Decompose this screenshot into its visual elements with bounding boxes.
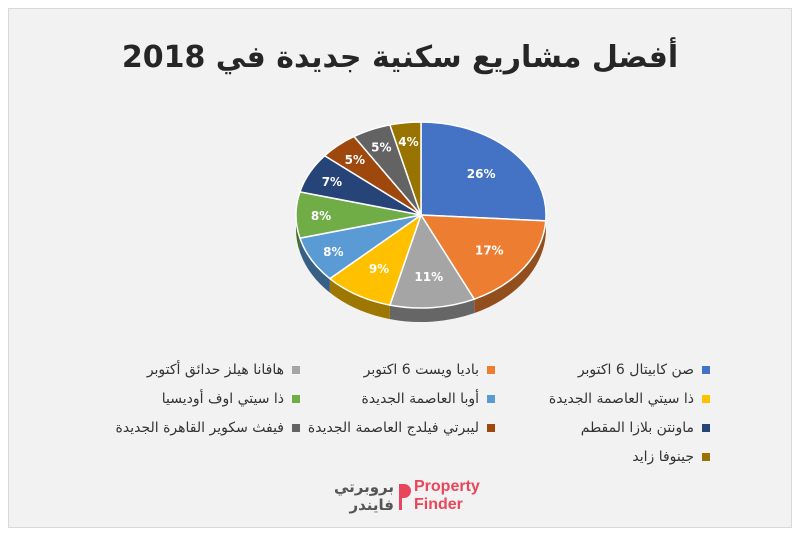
legend-item-5: ذا سيتي اوف أوديسيا <box>162 391 300 407</box>
brand-english-line2: Finder <box>414 496 463 513</box>
data-label-7: 5% <box>345 153 365 167</box>
property-finder-icon <box>399 484 411 510</box>
data-label-9: 4% <box>398 135 418 149</box>
legend-item-8: فيفث سكوير القاهرة الجديدة <box>116 420 300 436</box>
data-label-4: 8% <box>323 245 343 259</box>
brand-english-line1: Property <box>414 478 480 495</box>
legend-label: ماونتن بلازا المقطم <box>580 420 694 436</box>
legend-label: صن كابيتال 6 اكتوبر <box>577 362 694 378</box>
chart-title: أفضل مشاريع سكنية جديدة في 2018 <box>121 40 679 75</box>
pie-slice-2 <box>389 214 475 309</box>
pie-slice-0 <box>420 121 547 222</box>
brand-arabic-line1: بروبرتي <box>333 478 394 496</box>
legend-item-0: صن كابيتال 6 اكتوبر <box>578 362 710 378</box>
data-label-1: 17% <box>475 244 504 258</box>
legend-label: ذا سيتي اوف أوديسيا <box>161 391 284 407</box>
legend-swatch <box>292 395 300 403</box>
legend-label: باديا ويست 6 اكتوبر <box>363 362 479 378</box>
pie-slice-1 <box>420 214 547 300</box>
legend-label: ذا سيتي العاصمة الجديدة <box>548 391 694 407</box>
data-label-2: 11% <box>414 270 443 284</box>
legend-label: جينوفا زايد <box>632 449 694 465</box>
legend-swatch <box>702 453 710 461</box>
pie-slice-side-2 <box>389 299 475 322</box>
data-label-6: 7% <box>322 175 342 189</box>
legend-item-1: باديا ويست 6 اكتوبر <box>364 362 495 378</box>
legend-swatch <box>487 366 495 374</box>
legend-label: هافانا هيلز حدائق أكتوبر <box>146 362 284 378</box>
legend-swatch <box>487 424 495 432</box>
data-label-3: 9% <box>369 262 389 276</box>
legend-swatch <box>702 366 710 374</box>
brand-english: Property Finder <box>414 478 480 514</box>
legend-item-3: ذا سيتي العاصمة الجديدة <box>549 391 710 407</box>
property-finder-logo: بروبرتي فايندر Property Finder <box>322 478 482 520</box>
brand-arabic: بروبرتي فايندر <box>322 478 394 514</box>
legend-label: فيفث سكوير القاهرة الجديدة <box>115 420 284 436</box>
legend-swatch <box>702 395 710 403</box>
legend-swatch <box>292 366 300 374</box>
legend-item-9: جينوفا زايد <box>632 449 710 465</box>
legend-swatch <box>702 424 710 432</box>
data-label-0: 26% <box>467 167 496 181</box>
legend-item-6: ماونتن بلازا المقطم <box>581 420 710 436</box>
legend-item-4: أوبا العاصمة الجديدة <box>361 391 495 407</box>
legend-label: أوبا العاصمة الجديدة <box>361 391 480 407</box>
pie-slice-9 <box>389 121 422 216</box>
legend-swatch <box>487 395 495 403</box>
brand-arabic-line2: فايندر <box>349 496 394 514</box>
legend-item-2: هافانا هيلز حدائق أكتوبر <box>147 362 300 378</box>
pie-slice-side-3 <box>329 278 390 320</box>
legend-swatch <box>292 424 300 432</box>
legend-label: ليبرتي فيلدج العاصمة الجديدة <box>307 420 479 436</box>
data-label-5: 8% <box>311 209 331 223</box>
pie-slice-side-1 <box>474 220 546 314</box>
data-label-8: 5% <box>371 141 391 155</box>
legend-item-7: ليبرتي فيلدج العاصمة الجديدة <box>308 420 495 436</box>
